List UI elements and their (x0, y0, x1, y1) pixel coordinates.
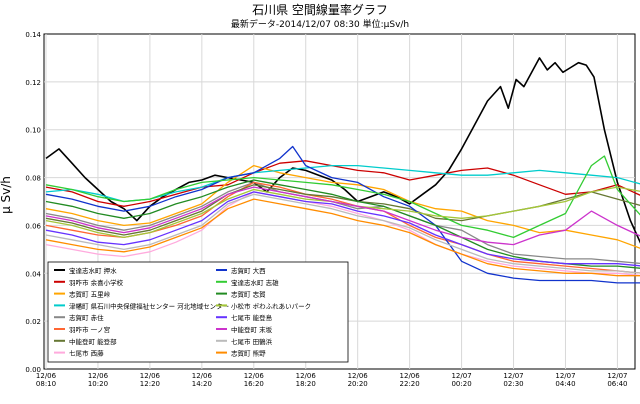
legend-label: 志賀町 熊野 (231, 349, 266, 358)
legend-label: 志賀町 五里峠 (69, 290, 111, 299)
y-tick-label: 0.10 (25, 127, 41, 135)
y-axis-label: μ Sv/h (0, 176, 13, 214)
series-line-2 (45, 160, 640, 207)
legend-label: 中能登町 末坂 (231, 325, 273, 334)
y-tick-label: 0.02 (25, 318, 41, 326)
x-tick-date: 12/06 (348, 372, 369, 380)
y-tick-label: 0.14 (25, 31, 41, 39)
legend-label: 羽咋市 一ノ宮 (69, 325, 110, 334)
x-tick-date: 12/06 (88, 372, 109, 380)
x-tick-date: 12/06 (192, 372, 213, 380)
series-line-6 (45, 181, 640, 274)
legend-label: 津幡町 県石川中央保健福祉センター 河北地域センター (69, 301, 229, 310)
series-line-10 (45, 155, 640, 239)
series-lines (45, 57, 640, 284)
x-tick-date: 12/07 (451, 372, 471, 380)
x-tick-time: 00:20 (451, 380, 471, 388)
x-tick-labels: 12/0608:1012/0610:2012/0612:2012/0614:20… (36, 372, 628, 388)
legend-label: 志賀町 赤住 (69, 313, 104, 322)
series-line-14 (45, 186, 640, 246)
series-line-9 (45, 145, 640, 284)
x-tick-date: 12/06 (36, 372, 57, 380)
legend-label: 志賀町 志賀 (231, 290, 266, 299)
x-tick-time: 10:20 (88, 380, 108, 388)
x-tick-date: 12/07 (607, 372, 627, 380)
x-tick-date: 12/06 (244, 372, 265, 380)
x-tick-time: 18:20 (296, 380, 316, 388)
series-line-3 (45, 164, 640, 249)
x-tick-time: 02:30 (503, 380, 523, 388)
plot-area (43, 33, 636, 370)
y-tick-label: 0.06 (25, 222, 41, 230)
x-tick-date: 12/07 (503, 372, 523, 380)
x-tick-date: 12/06 (400, 372, 421, 380)
legend-label: 宝達志水町 志雄 (231, 278, 279, 287)
legend-label: 宝達志水町 押水 (69, 266, 117, 275)
legend-label: 七尾市 西藤 (69, 349, 104, 358)
chart-subtitle: 最新データ-2014/12/07 08:30 単位:μSv/h (231, 18, 409, 30)
legend-label: 羽咋市 余喜小学校 (69, 278, 124, 287)
x-tick-date: 12/06 (140, 372, 161, 380)
legend-label: 七尾市 田鶴浜 (231, 337, 273, 346)
y-tick-label: 0.08 (25, 175, 41, 183)
legend-label: 小松市 ポわふれあいパーク (231, 301, 311, 310)
legend-label: 七尾市 能登島 (231, 313, 273, 322)
x-tick-time: 16:20 (244, 380, 264, 388)
y-tick-label: 0.00 (25, 366, 41, 374)
legend-label: 中能登町 能登部 (69, 337, 117, 346)
y-tick-labels: 0.00 0.02 0.04 0.06 0.08 0.10 0.12 0.14 (25, 31, 41, 374)
y-tick-label: 0.04 (25, 270, 41, 278)
legend-label: 志賀町 大西 (231, 266, 266, 275)
series-line-4 (45, 164, 640, 203)
chart-title: 石川県 空間線量率グラフ (252, 2, 388, 17)
series-line-12 (45, 186, 640, 239)
x-tick-time: 22:20 (400, 380, 420, 388)
x-tick-time: 08:10 (36, 380, 56, 388)
legend-box (47, 261, 349, 363)
series-line-8 (45, 191, 640, 277)
y-tick-label: 0.12 (25, 79, 41, 87)
series-line-15 (45, 193, 640, 274)
x-tick-time: 06:40 (607, 380, 627, 388)
series-line-16 (45, 198, 640, 277)
x-tick-time: 04:40 (555, 380, 575, 388)
series-line-13 (45, 191, 640, 267)
x-tick-time: 20:20 (348, 380, 368, 388)
series-line-11 (45, 179, 640, 269)
x-tick-time: 12:20 (140, 380, 160, 388)
x-tick-time: 14:20 (192, 380, 212, 388)
x-tick-date: 12/07 (555, 372, 575, 380)
x-tick-date: 12/06 (296, 372, 317, 380)
